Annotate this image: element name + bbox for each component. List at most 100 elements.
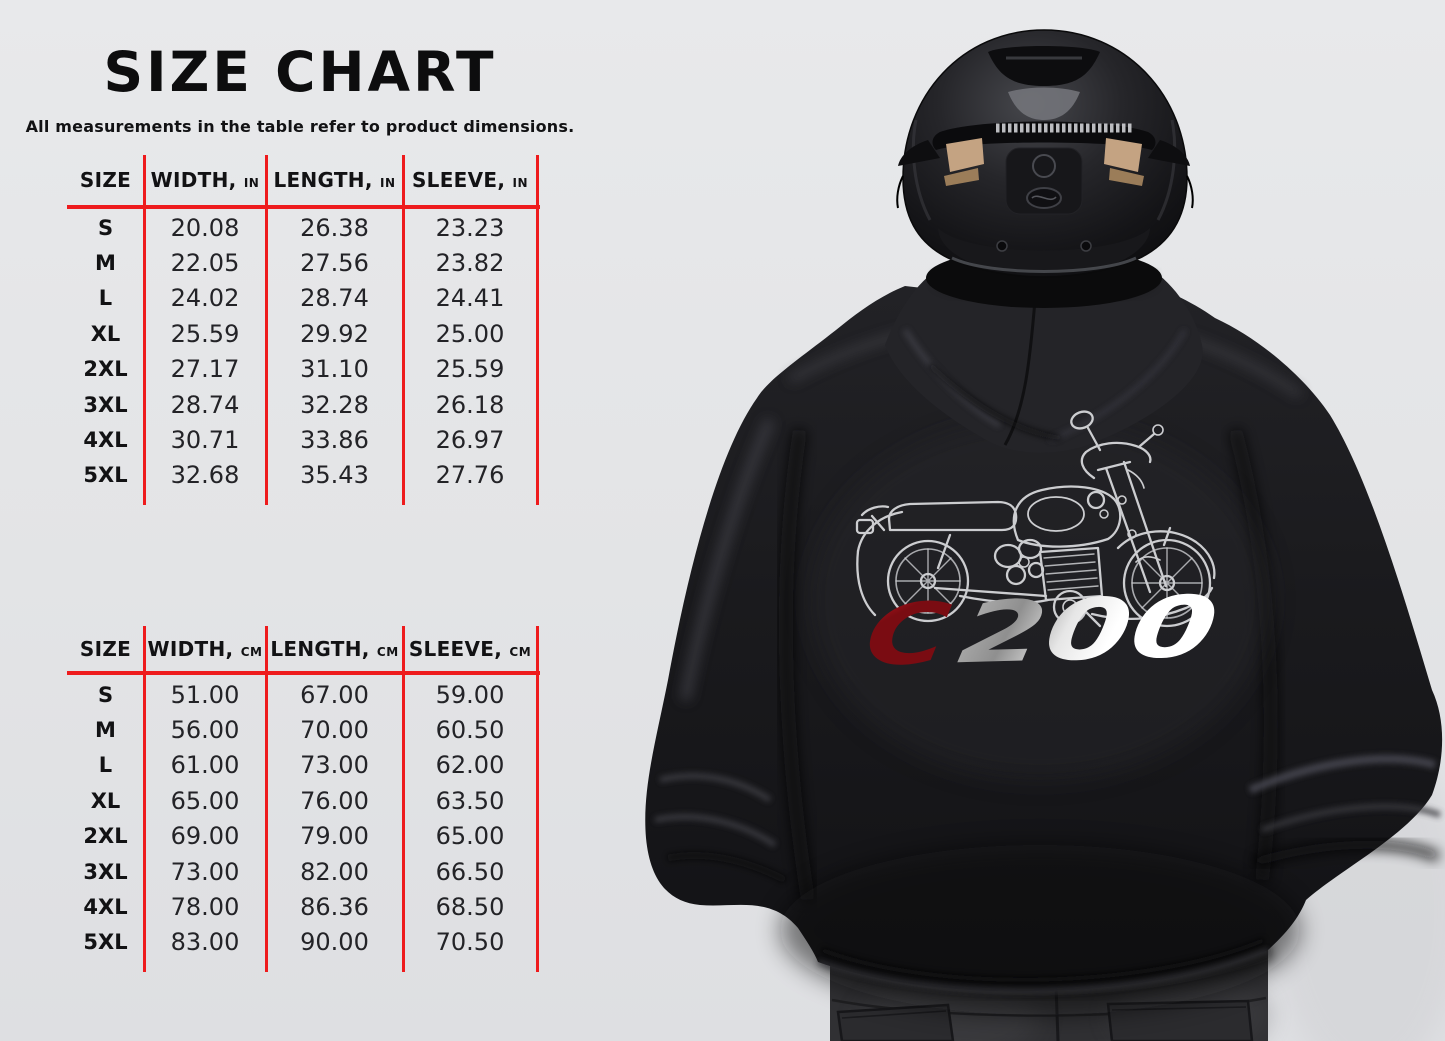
table-row: XL 65.00 76.00 63.50 (67, 783, 540, 818)
table-cell: 70.50 (435, 928, 505, 957)
table-header-row: SIZE WIDTH, CM LENGTH, CM SLEEVE, CM (67, 626, 540, 672)
table-cell: 33.86 (300, 426, 369, 455)
table-divider (265, 626, 268, 972)
table-cell: 56.00 (170, 716, 240, 745)
table-body: S 20.08 26.38 23.23 M 22.05 27.56 23.82 L 24.02… (67, 210, 540, 493)
size-label-cell: XL (90, 321, 121, 346)
size-label-cell: 3XL (83, 392, 128, 417)
table-cell: 23.82 (435, 249, 505, 278)
size-label-cell: 5XL (83, 463, 128, 488)
c200-print: C 200 (859, 577, 1224, 685)
table-cell: 23.23 (435, 213, 505, 242)
table-cell: 60.50 (435, 716, 505, 745)
table-divider (265, 155, 268, 505)
column-header: SLEEVE, IN (403, 168, 537, 192)
page-subtitle: All measurements in the table refer to p… (25, 117, 575, 136)
table-cell: 25.59 (435, 355, 505, 384)
column-header: SIZE (67, 168, 144, 192)
size-label-cell: XL (90, 788, 121, 813)
table-cell: 51.00 (170, 680, 240, 709)
table-row: L 61.00 73.00 62.00 (67, 748, 540, 783)
size-label-cell: 2XL (83, 357, 128, 382)
table-row: L 24.02 28.74 24.41 (67, 281, 540, 316)
size-label-cell: 4XL (83, 428, 128, 453)
table-row: 2XL 27.17 31.10 25.59 (67, 352, 540, 387)
table-divider (143, 155, 146, 505)
column-label: WIDTH, (147, 637, 234, 661)
table-cell: 26.97 (435, 426, 505, 455)
table-row: 3XL 28.74 32.28 26.18 (67, 387, 540, 422)
size-label-cell: S (97, 215, 114, 240)
table-cell: 68.50 (435, 893, 505, 922)
column-label: LENGTH, (270, 637, 370, 661)
column-unit: CM (376, 645, 399, 659)
table-cell: 27.17 (170, 355, 240, 384)
table-cell: 62.00 (435, 751, 505, 780)
table-cell: 70.00 (300, 716, 369, 745)
table-cell: 25.00 (435, 319, 505, 348)
table-divider (143, 626, 146, 972)
table-cell: 79.00 (300, 822, 369, 851)
page-title: SIZE CHART (103, 40, 497, 104)
column-unit: IN (512, 176, 529, 190)
header-rule (67, 671, 540, 675)
table-row: M 22.05 27.56 23.82 (67, 245, 540, 280)
table-cell: 32.28 (300, 390, 369, 419)
column-header: WIDTH, IN (144, 168, 266, 192)
table-row: 3XL 73.00 82.00 66.50 (67, 854, 540, 889)
table-cell: 31.10 (300, 355, 369, 384)
table-divider (536, 155, 539, 505)
column-header: SLEEVE, CM (403, 637, 537, 661)
table-cell: 59.00 (435, 680, 505, 709)
table-divider (402, 626, 405, 972)
table-cell: 65.00 (435, 822, 505, 851)
table-divider (536, 626, 539, 972)
column-label: LENGTH, (273, 168, 373, 192)
size-label-cell: L (98, 286, 113, 311)
table-cell: 65.00 (170, 786, 240, 815)
size-label-cell: S (97, 682, 114, 707)
table-row: 5XL 83.00 90.00 70.50 (67, 925, 540, 960)
table-cell: 24.41 (435, 284, 505, 313)
column-unit: IN (380, 176, 396, 190)
size-label-cell: M (95, 718, 116, 743)
size-label-cell: 3XL (83, 859, 128, 884)
table-cell: 63.50 (435, 786, 505, 815)
table-cell: 27.76 (435, 461, 505, 490)
column-label: SLEEVE, (411, 168, 506, 192)
table-cell: 86.36 (300, 893, 369, 922)
table-cell: 35.43 (300, 461, 369, 490)
size-label-cell: 5XL (83, 930, 128, 955)
table-row: XL 25.59 29.92 25.00 (67, 316, 540, 351)
table-row: 4XL 78.00 86.36 68.50 (67, 889, 540, 924)
size-label-cell: L (98, 753, 113, 778)
table-cell: 83.00 (170, 928, 240, 957)
table-cell: 25.59 (170, 319, 240, 348)
table-cell: 66.50 (435, 857, 505, 886)
table-cell: 29.92 (300, 319, 369, 348)
table-cell: 73.00 (170, 857, 240, 886)
table-cell: 27.56 (300, 249, 369, 278)
table-cell: 78.00 (170, 893, 240, 922)
column-label: SLEEVE, (408, 637, 503, 661)
table-cell: 61.00 (170, 751, 240, 780)
table-cell: 26.18 (435, 390, 505, 419)
column-header: LENGTH, CM (266, 637, 403, 661)
table-cell: 28.74 (170, 390, 240, 419)
table-cell: 76.00 (300, 786, 369, 815)
column-unit: CM (240, 645, 263, 659)
table-cell: 73.00 (300, 751, 369, 780)
column-label: SIZE (79, 637, 132, 661)
table-row: 4XL 30.71 33.86 26.97 (67, 422, 540, 457)
table-cell: 67.00 (300, 680, 369, 709)
column-label: SIZE (79, 168, 132, 192)
table-row: S 51.00 67.00 59.00 (67, 677, 540, 712)
size-label-cell: M (95, 251, 116, 276)
size-label-cell: 2XL (83, 824, 128, 849)
motorcycle-helmet (896, 29, 1194, 308)
table-cell: 32.68 (170, 461, 240, 490)
table-cell: 82.00 (300, 857, 369, 886)
inches-table: SIZE WIDTH, IN LENGTH, IN SLEEVE, IN S 20… (67, 155, 540, 505)
